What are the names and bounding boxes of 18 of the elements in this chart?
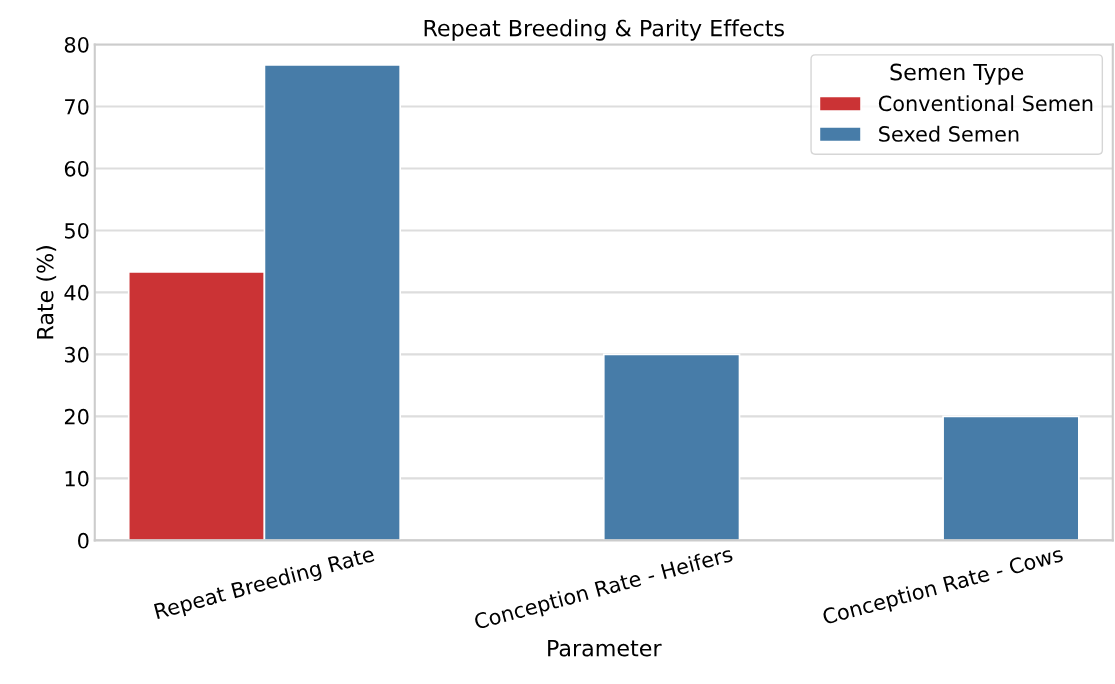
legend-label: Conventional Semen xyxy=(878,95,1093,112)
x-tick-label: Repeat Breeding Rate xyxy=(153,545,376,624)
bar xyxy=(942,415,1080,541)
legend-title: Semen Type xyxy=(890,63,1024,85)
y-tick-label: 0 xyxy=(78,532,89,549)
legend-label: Sexed Semen xyxy=(879,125,1019,142)
y-tick-label: 60 xyxy=(64,160,89,177)
y-tick-label: 70 xyxy=(65,98,89,115)
y-tick-label: 20 xyxy=(64,408,89,425)
x-axis-title: Parameter xyxy=(548,640,662,657)
chart-title: Repeat Breeding & Parity Effects xyxy=(424,19,784,41)
y-tick-label: 50 xyxy=(65,222,89,239)
bar xyxy=(602,353,741,541)
y-tick-label: 80 xyxy=(64,36,89,53)
y-tick-label: 10 xyxy=(65,470,89,487)
y-axis-title: Rate (%) xyxy=(36,246,57,339)
y-tick-label: 30 xyxy=(64,346,89,363)
y-tick-label: 40 xyxy=(64,284,89,301)
